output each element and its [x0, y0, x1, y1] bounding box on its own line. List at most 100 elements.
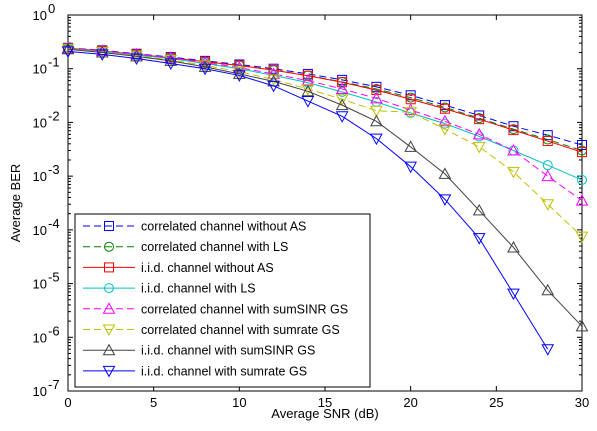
data-point	[438, 194, 452, 206]
x-tick-label: 10	[232, 395, 246, 410]
data-point	[371, 85, 382, 96]
legend-entry: correlated channel without AS	[83, 220, 306, 234]
data-point	[234, 60, 245, 71]
series-line	[67, 50, 549, 350]
y-tick-base: 10	[33, 62, 47, 77]
data-point	[542, 136, 553, 147]
y-tick-exponent: -1	[48, 55, 60, 70]
legend-entry: i.i.d. channel without AS	[83, 261, 274, 275]
legend-label: i.i.d. channel with sumSINR GS	[141, 344, 315, 358]
y-tick-label: 10	[33, 62, 47, 77]
y-tick-label: 10	[33, 330, 47, 345]
legend-label: i.i.d. channel with LS	[141, 282, 256, 296]
data-point	[575, 231, 589, 244]
data-point	[541, 283, 555, 296]
data-point	[164, 51, 178, 63]
legend-label: correlated channel without AS	[141, 220, 306, 234]
y-tick-label: 10	[33, 223, 47, 238]
y-tick-base: 10	[33, 384, 47, 399]
legend-entry: correlated channel with sumSINR GS	[83, 302, 348, 316]
data-point	[507, 288, 520, 301]
legend-entry: i.i.d. channel with LS	[83, 282, 256, 296]
y-tick-label: 10	[33, 384, 47, 399]
x-tick-label: 15	[318, 395, 332, 410]
data-point	[404, 107, 418, 119]
legend-label: correlated channel with sumrate GS	[141, 323, 340, 337]
legend-label: correlated channel with sumSINR GS	[141, 302, 348, 316]
data-point	[438, 114, 452, 127]
data-point	[541, 199, 555, 211]
y-tick-label: 10	[33, 115, 47, 130]
data-point	[575, 194, 589, 206]
y-tick-exponent: -7	[48, 377, 60, 392]
y-tick-base: 10	[33, 223, 47, 238]
y-tick-base: 10	[33, 115, 47, 130]
data-point	[335, 98, 349, 111]
series-line	[67, 48, 583, 327]
data-point	[438, 167, 452, 179]
series-line	[67, 47, 583, 146]
data-point	[541, 344, 555, 356]
legend: correlated channel without AS correlated …	[74, 213, 371, 388]
x-tick-label: 5	[150, 395, 157, 410]
legend-entry: correlated channel with LS	[83, 240, 288, 254]
data-point	[130, 49, 143, 62]
legend-entry: i.i.d. channel with sumrate GS	[83, 364, 307, 378]
y-tick-exponent: -2	[48, 108, 60, 123]
data-point	[577, 140, 587, 151]
data-point	[267, 67, 280, 79]
y-tick-base: 10	[33, 169, 47, 184]
data-point	[232, 66, 246, 79]
legend-label: i.i.d. channel without AS	[141, 261, 274, 275]
data-point	[130, 53, 143, 66]
data-point	[575, 319, 589, 332]
data-point	[472, 233, 486, 245]
legend-marker	[102, 324, 116, 337]
legend-marker	[104, 262, 114, 273]
data-point	[507, 166, 520, 179]
data-point	[198, 60, 212, 72]
data-point	[95, 49, 109, 61]
x-axis-ticks: 0 5 10 15 20 25 30	[64, 15, 589, 410]
x-tick-label: 25	[489, 395, 503, 410]
y-tick-exponent: -6	[48, 323, 60, 338]
data-point	[164, 54, 178, 66]
data-point	[301, 96, 315, 108]
series-8	[61, 46, 555, 356]
data-point	[335, 82, 349, 94]
data-point	[335, 94, 349, 106]
y-tick-exponent: -3	[48, 162, 60, 177]
data-point	[508, 125, 519, 136]
legend-marker	[104, 241, 114, 252]
y-tick-exponent: -4	[48, 216, 60, 231]
y-tick-label: 10	[33, 8, 47, 23]
data-point	[164, 58, 178, 71]
series-line	[67, 47, 583, 153]
x-tick-label: 20	[403, 395, 417, 410]
data-point	[472, 127, 486, 140]
data-point	[370, 114, 383, 127]
data-point	[541, 169, 555, 182]
series-layer	[61, 41, 589, 356]
data-point	[337, 77, 348, 88]
y-tick-label: 10	[33, 277, 47, 292]
data-point	[370, 133, 383, 146]
x-tick-label: 0	[64, 395, 71, 410]
data-point	[61, 42, 75, 55]
data-point	[472, 141, 486, 154]
series-line	[67, 47, 583, 202]
data-point	[404, 161, 418, 174]
legend-entry: correlated channel with sumrate GS	[83, 323, 340, 337]
data-point	[267, 80, 280, 93]
x-tick-label: 30	[575, 395, 589, 410]
y-tick-base: 10	[33, 8, 47, 23]
series-5	[61, 41, 589, 206]
x-axis-label: Average SNR (dB)	[271, 406, 378, 421]
y-tick-exponent: -5	[48, 270, 60, 285]
data-point	[335, 111, 349, 123]
data-point	[404, 140, 418, 152]
data-point	[95, 46, 109, 58]
data-point	[232, 70, 246, 82]
